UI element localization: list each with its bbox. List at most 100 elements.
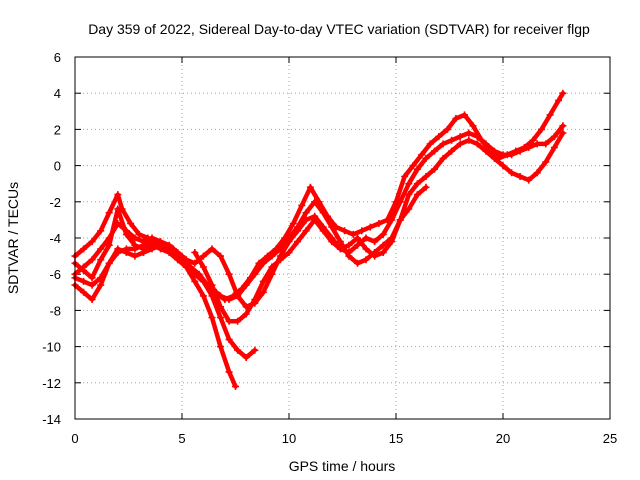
- data-point: [405, 180, 413, 188]
- data-point: [191, 249, 199, 256]
- data-point: [174, 252, 182, 260]
- y-tick-label: 2: [54, 122, 61, 137]
- data-point: [375, 220, 383, 227]
- data-point: [354, 234, 361, 242]
- data-series: [71, 89, 567, 390]
- data-point: [499, 151, 507, 159]
- data-point: [388, 216, 396, 224]
- data-point: [336, 245, 344, 253]
- data-point: [405, 191, 413, 199]
- data-point: [242, 354, 250, 361]
- data-point: [199, 292, 207, 300]
- data-point: [426, 140, 434, 148]
- data-point: [409, 162, 417, 170]
- data-point: [182, 263, 190, 271]
- data-point: [516, 173, 524, 180]
- data-point: [122, 245, 130, 253]
- data-point: [242, 281, 250, 289]
- data-point: [148, 238, 156, 246]
- data-point: [508, 151, 516, 159]
- data-point: [379, 230, 387, 238]
- data-point: [105, 259, 113, 267]
- data-point: [448, 147, 456, 155]
- data-point: [413, 180, 421, 188]
- data-point: [191, 259, 199, 267]
- data-point: [251, 346, 259, 354]
- data-point: [225, 296, 233, 303]
- data-point: [88, 238, 96, 246]
- data-point: [345, 241, 353, 249]
- data-point: [276, 245, 284, 253]
- data-point: [88, 274, 96, 282]
- series-line: [72, 239, 238, 389]
- data-point: [289, 220, 297, 227]
- data-point: [542, 140, 550, 148]
- data-point: [251, 270, 259, 278]
- data-point: [217, 314, 224, 322]
- plot-frame: [74, 56, 611, 420]
- data-point: [431, 147, 438, 155]
- data-point: [208, 281, 216, 289]
- data-point: [268, 252, 276, 260]
- data-point: [251, 296, 259, 303]
- data-point: [234, 292, 242, 300]
- y-tick-label: -14: [42, 412, 61, 427]
- data-point: [443, 125, 451, 133]
- data-point: [199, 263, 207, 271]
- data-point: [354, 259, 361, 267]
- data-point: [199, 277, 207, 285]
- data-point: [362, 256, 370, 264]
- data-point: [165, 245, 173, 253]
- series-track-5: [71, 238, 239, 390]
- y-axis-label: SDTVAR / TECUs: [5, 182, 21, 294]
- data-point: [199, 252, 207, 260]
- y-tick-label: 6: [54, 50, 61, 65]
- data-point: [465, 136, 473, 144]
- y-tick-label: -10: [42, 340, 61, 355]
- data-point: [345, 252, 353, 260]
- data-point: [379, 241, 387, 249]
- data-point: [422, 154, 430, 162]
- data-point: [529, 136, 537, 144]
- series-line: [192, 185, 429, 324]
- data-point: [208, 245, 216, 253]
- data-point: [88, 281, 96, 289]
- series-line: [72, 130, 566, 302]
- y-tick-label: -4: [49, 231, 61, 246]
- data-point: [358, 227, 366, 235]
- data-point: [533, 140, 541, 148]
- data-point: [439, 154, 447, 162]
- data-point: [88, 296, 96, 303]
- x-tick-label: 20: [496, 431, 510, 446]
- data-point: [140, 249, 147, 256]
- data-point: [362, 234, 370, 242]
- data-point: [366, 223, 374, 231]
- data-point: [97, 281, 105, 289]
- data-point: [302, 227, 310, 235]
- data-point: [465, 129, 473, 137]
- data-point: [469, 122, 477, 130]
- chart-title: Day 359 of 2022, Sidereal Day-to-day VTE…: [88, 21, 590, 37]
- data-point: [157, 241, 165, 249]
- y-tick-label: 4: [54, 86, 61, 101]
- data-point: [234, 317, 242, 325]
- data-point: [259, 288, 267, 296]
- data-point: [538, 125, 545, 133]
- y-tick-label: -6: [49, 267, 61, 282]
- data-point: [422, 173, 430, 180]
- data-point: [135, 230, 143, 238]
- data-point: [490, 154, 498, 162]
- data-point: [456, 140, 464, 148]
- data-point: [525, 144, 533, 151]
- data-point: [555, 96, 563, 104]
- data-point: [405, 205, 413, 213]
- data-point: [413, 191, 421, 199]
- data-point: [435, 133, 443, 141]
- data-point: [294, 223, 302, 231]
- data-point: [294, 238, 302, 246]
- data-point: [311, 198, 319, 206]
- data-point: [473, 133, 481, 141]
- data-point: [388, 238, 396, 246]
- data-point: [97, 274, 105, 282]
- data-point: [418, 151, 426, 159]
